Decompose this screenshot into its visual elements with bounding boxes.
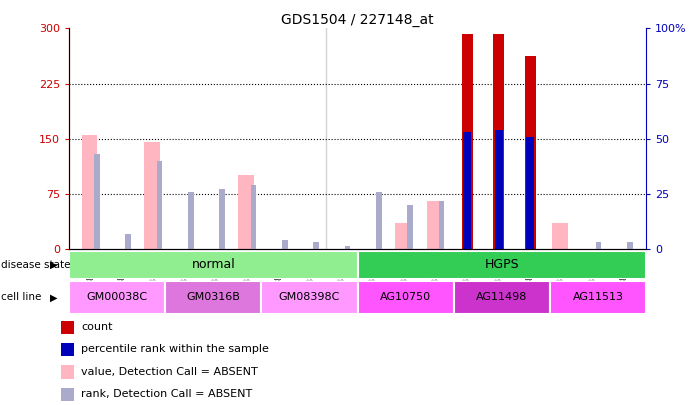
Text: cell line: cell line [1, 292, 41, 302]
Bar [314, 243, 319, 249]
Bar [61, 321, 74, 334]
Bar [524, 56, 536, 249]
Text: AG10750: AG10750 [380, 292, 431, 302]
Text: AG11498: AG11498 [476, 292, 527, 302]
Bar [464, 132, 471, 249]
Bar [495, 130, 502, 249]
Text: percentile rank within the sample: percentile rank within the sample [82, 344, 269, 354]
Bar [144, 143, 160, 249]
Bar [345, 246, 350, 249]
Text: GM0316B: GM0316B [187, 292, 240, 302]
Bar [282, 240, 287, 249]
Bar [61, 388, 74, 401]
Bar [454, 281, 550, 314]
Bar [251, 185, 256, 249]
Bar [157, 161, 162, 249]
Text: rank, Detection Call = ABSENT: rank, Detection Call = ABSENT [82, 389, 252, 399]
Bar [493, 34, 504, 249]
Text: ▶: ▶ [50, 292, 57, 302]
Bar [395, 223, 411, 249]
Text: ▶: ▶ [50, 260, 57, 270]
Bar [125, 234, 131, 249]
Bar [552, 223, 568, 249]
Text: value, Detection Call = ABSENT: value, Detection Call = ABSENT [82, 367, 258, 377]
Bar [61, 343, 74, 356]
Bar [238, 175, 254, 249]
Text: AG11513: AG11513 [573, 292, 623, 302]
Bar [94, 154, 100, 249]
Text: GM08398C: GM08398C [279, 292, 340, 302]
Bar [165, 281, 261, 314]
Bar [550, 281, 646, 314]
Bar [596, 243, 601, 249]
Bar [526, 136, 534, 249]
Bar [426, 201, 442, 249]
Bar [219, 190, 225, 249]
Bar [376, 192, 381, 249]
Bar [69, 281, 165, 314]
Title: GDS1504 / 227148_at: GDS1504 / 227148_at [281, 13, 434, 27]
Bar [462, 34, 473, 249]
Text: count: count [82, 322, 113, 332]
Bar [61, 365, 74, 379]
Bar [439, 200, 444, 249]
Text: disease state: disease state [1, 260, 70, 270]
Bar [627, 243, 632, 249]
Text: normal: normal [191, 258, 235, 271]
Bar [261, 281, 358, 314]
Bar [358, 281, 454, 314]
Text: HGPS: HGPS [484, 258, 519, 271]
Bar [358, 251, 646, 279]
Bar [82, 135, 97, 249]
Bar [69, 251, 358, 279]
Bar [408, 205, 413, 249]
Bar [188, 192, 193, 249]
Text: GM00038C: GM00038C [86, 292, 148, 302]
